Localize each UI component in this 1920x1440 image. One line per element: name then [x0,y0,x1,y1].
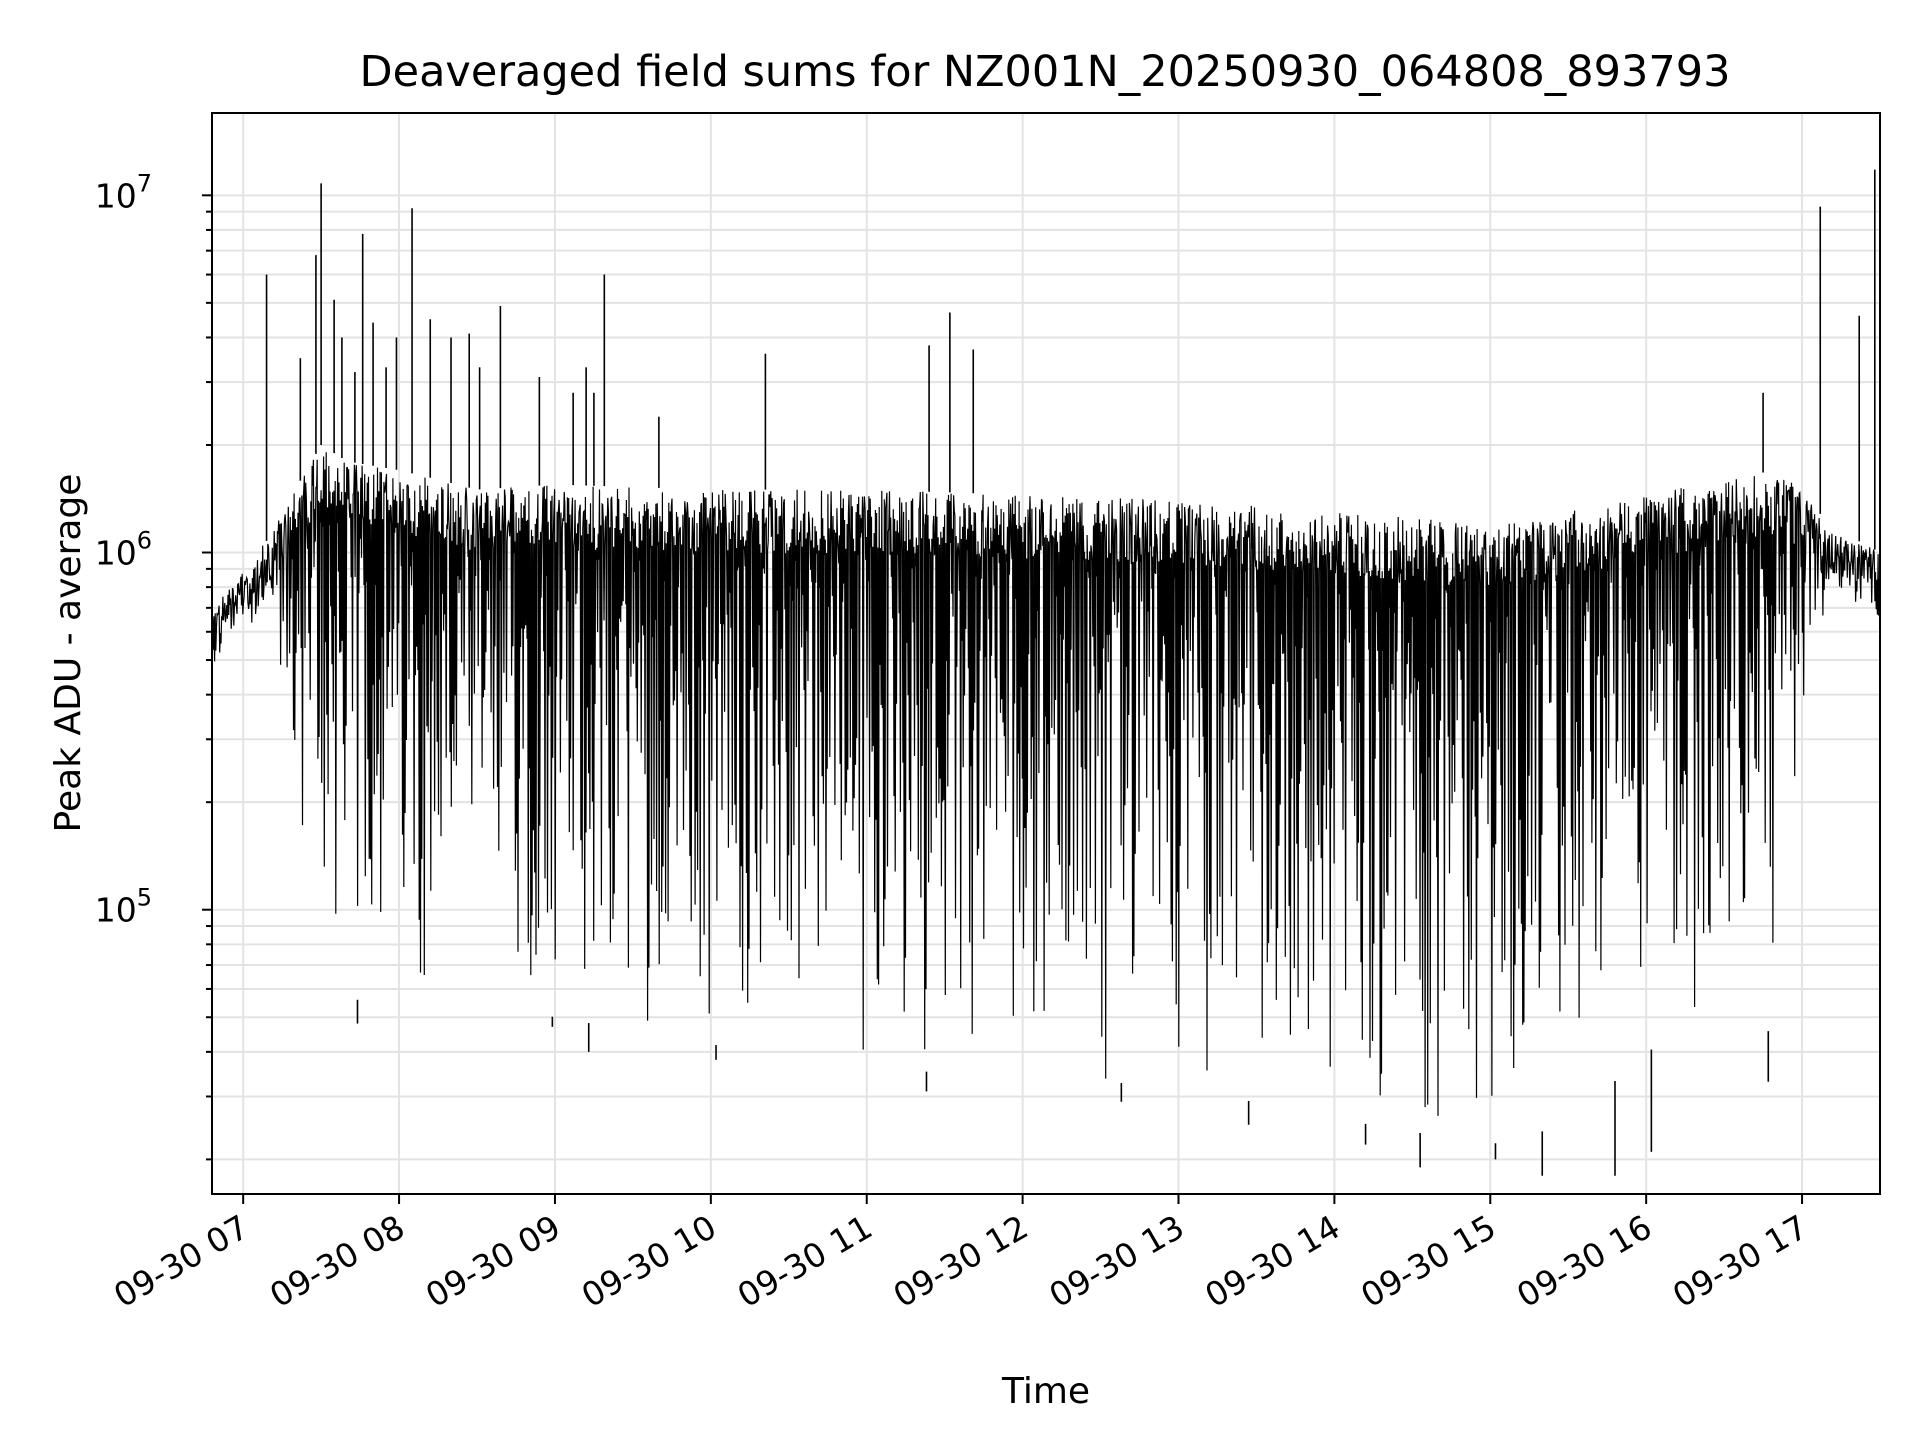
chart-title: Deaveraged field sums for NZ001N_2025093… [360,47,1731,97]
signal-trace [211,452,1881,1116]
series-layer [211,169,1881,1176]
y-tick-label: 106 [95,527,152,573]
y-axis-label: Peak ADU - average [48,474,89,833]
y-tick-label: 107 [95,169,152,215]
y-tick-label: 105 [95,884,152,930]
y-axis: 105 106 107 [95,169,212,1161]
x-axis-label: Time [1001,1371,1090,1412]
plot-frame [211,112,1881,1195]
